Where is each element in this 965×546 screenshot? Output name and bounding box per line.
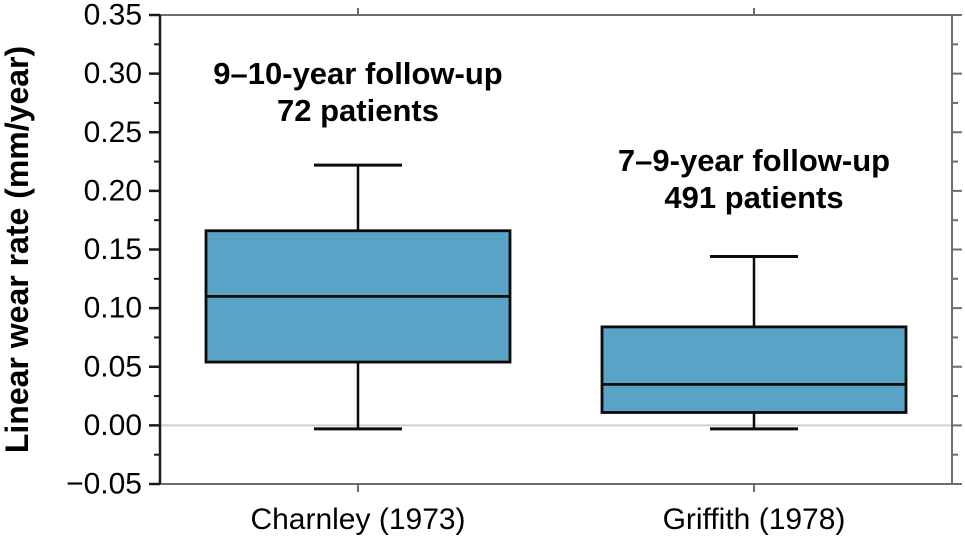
y-tick-label: 0.15 bbox=[84, 233, 142, 266]
annotation-line2: 491 patients bbox=[664, 180, 843, 215]
annotation-line2: 72 patients bbox=[277, 93, 439, 128]
y-tick-label: −0.05 bbox=[66, 468, 142, 501]
annotation-line1: 7–9-year follow-up bbox=[618, 143, 890, 178]
annotation-line1: 9–10-year follow-up bbox=[213, 56, 502, 91]
y-tick-label: 0.35 bbox=[84, 0, 142, 32]
y-tick-label: 0.25 bbox=[84, 116, 142, 149]
y-tick-label: 0.05 bbox=[84, 350, 142, 383]
x-tick-label: Charnley (1973) bbox=[250, 503, 465, 536]
y-axis-label: Linear wear rate (mm/year) bbox=[0, 46, 35, 453]
y-tick-label: 0.10 bbox=[84, 292, 142, 325]
x-tick-label: Griffith (1978) bbox=[663, 503, 846, 536]
y-tick-label: 0.20 bbox=[84, 174, 142, 207]
y-tick-label: 0.30 bbox=[84, 57, 142, 90]
box-griffith bbox=[600, 325, 908, 414]
y-tick-label: 0.00 bbox=[84, 409, 142, 442]
